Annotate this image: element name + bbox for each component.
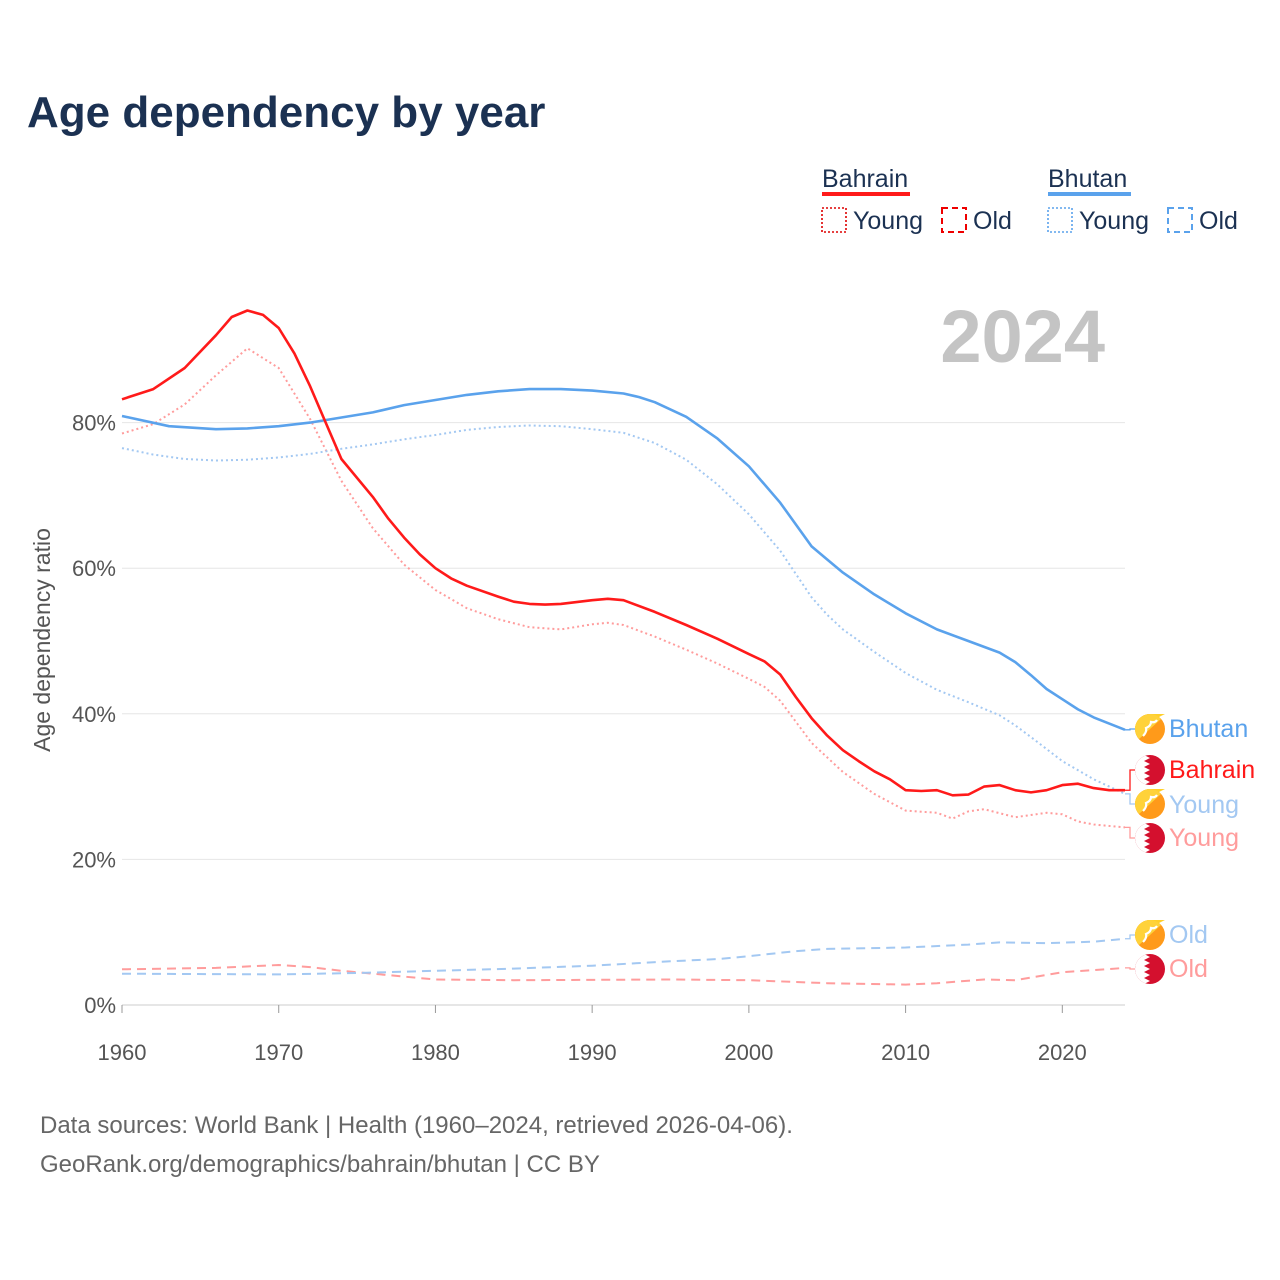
x-tick-label: 1970 xyxy=(254,1040,303,1065)
y-tick-label: 60% xyxy=(72,556,116,581)
data-sources: Data sources: World Bank | Health (1960–… xyxy=(40,1112,793,1139)
x-tick-label: 1980 xyxy=(411,1040,460,1065)
series-line-bahrain-old xyxy=(121,964,1126,986)
series-line-bhutan-old xyxy=(121,937,1126,976)
legend-bhutan-young[interactable]: Young xyxy=(1079,207,1149,235)
series-line-bahrain-young xyxy=(121,347,1126,829)
end-label-bahrain-old: Old xyxy=(1169,955,1208,983)
end-label-bhutan-young: Young xyxy=(1169,791,1239,819)
year-label: 2024 xyxy=(940,295,1105,378)
end-label-bhutan: Bhutan xyxy=(1169,715,1248,743)
x-tick-label: 2020 xyxy=(1038,1040,1087,1065)
y-tick-label: 20% xyxy=(72,847,116,872)
y-tick-label: 80% xyxy=(72,411,116,436)
legend-bahrain-old[interactable]: Old xyxy=(973,207,1012,235)
legend-bhutan[interactable]: Bhutan xyxy=(1048,165,1127,193)
bhutan-flag-icon xyxy=(1135,714,1165,744)
bhutan-flag-icon xyxy=(1135,920,1165,950)
bahrain-flag-icon xyxy=(1135,755,1165,785)
series-line-bhutan xyxy=(121,387,1126,732)
legend-swatch-dotted xyxy=(1047,207,1073,233)
end-label-bahrain: Bahrain xyxy=(1169,756,1255,784)
series-line-bahrain xyxy=(121,309,1125,797)
x-tick-label: 2010 xyxy=(881,1040,930,1065)
x-tick-label: 1990 xyxy=(568,1040,617,1065)
source-url[interactable]: GeoRank.org/demographics/bahrain/bhutan … xyxy=(40,1151,600,1178)
bahrain-flag-icon xyxy=(1135,823,1165,853)
legend-bahrain-young[interactable]: Young xyxy=(853,207,923,235)
bhutan-flag-icon xyxy=(1135,789,1165,819)
legend-swatch-dashed xyxy=(941,207,967,233)
footer: Data sources: World Bank | Health (1960–… xyxy=(40,1106,793,1184)
y-axis-label: Age dependency ratio xyxy=(29,528,55,752)
label-connector xyxy=(1125,728,1136,731)
legend-bahrain[interactable]: Bahrain xyxy=(822,165,908,193)
legend: Bahrain Young Old Bhutan Young Old xyxy=(821,165,1238,235)
series-line-bhutan-young xyxy=(121,424,1126,795)
label-connector xyxy=(1125,826,1136,839)
y-tick-label: 0% xyxy=(84,993,116,1018)
x-tick-label: 1960 xyxy=(98,1040,147,1065)
end-label-bhutan-old: Old xyxy=(1169,921,1208,949)
bahrain-flag-icon xyxy=(1135,954,1165,984)
y-tick-label: 40% xyxy=(72,702,116,727)
x-tick-label: 2000 xyxy=(724,1040,773,1065)
legend-swatch-dotted xyxy=(821,207,847,233)
label-connector xyxy=(1125,793,1136,805)
label-connector xyxy=(1125,934,1136,940)
end-label-bahrain-young: Young xyxy=(1169,824,1239,852)
label-connector xyxy=(1125,967,1136,970)
legend-swatch-dashed xyxy=(1167,207,1193,233)
legend-bhutan-old[interactable]: Old xyxy=(1199,207,1238,235)
label-connector xyxy=(1125,769,1136,791)
chart-title: Age dependency by year xyxy=(27,88,546,137)
